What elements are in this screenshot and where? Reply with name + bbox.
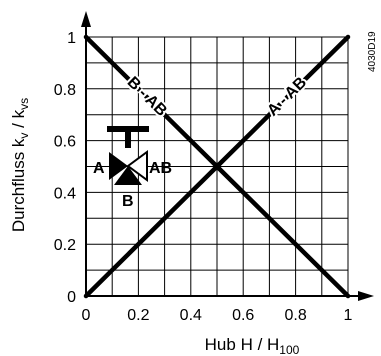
y-axis-arrow xyxy=(81,11,91,27)
tick-labels: 0 0.2 0.4 0.6 0.8 1 0 0.2 0.4 0.6 0.8 1 xyxy=(54,30,353,324)
three-way-valve-icon: A AB B xyxy=(93,126,172,210)
y-tick-label: 0 xyxy=(67,289,76,306)
series-lines xyxy=(83,34,351,299)
valve-actuator-bar xyxy=(107,126,149,132)
y-tick-label: 0.2 xyxy=(54,237,76,254)
valve-port-ab-label: AB xyxy=(149,160,172,177)
y-tick-label: 0.6 xyxy=(54,134,76,151)
valve-port-a-label: A xyxy=(93,160,105,177)
grid-lines xyxy=(86,36,349,296)
y-tick-label: 0.8 xyxy=(54,82,76,99)
y-axis-title: Durchfluss kv / kvs xyxy=(9,98,31,232)
x-tick-label: 1 xyxy=(344,307,353,324)
y-tick-label: 1 xyxy=(67,30,76,47)
document-id: 4030D19 xyxy=(367,31,378,72)
valve-port-ab-triangle xyxy=(126,150,148,182)
x-tick-label: 0 xyxy=(82,307,91,324)
x-tick-label: 0.8 xyxy=(284,307,306,324)
valve-port-b-label: B xyxy=(122,193,134,210)
x-axis-arrow xyxy=(358,291,374,301)
valve-port-a-triangle xyxy=(109,152,128,180)
x-axis-title: Hub H / H100 xyxy=(205,335,300,356)
valve-port-b-triangle xyxy=(114,166,142,185)
axes xyxy=(81,11,374,301)
series-line-b-ab xyxy=(83,34,351,299)
series-label-a-ab: A - AB xyxy=(264,74,310,120)
x-tick-label: 0.2 xyxy=(127,307,149,324)
valve-stem xyxy=(125,132,131,148)
x-tick-label: 0.6 xyxy=(232,307,254,324)
x-tick-label: 0.4 xyxy=(180,307,202,324)
y-tick-label: 0.4 xyxy=(54,185,76,202)
series-label-b-ab: B - AB xyxy=(124,74,170,120)
